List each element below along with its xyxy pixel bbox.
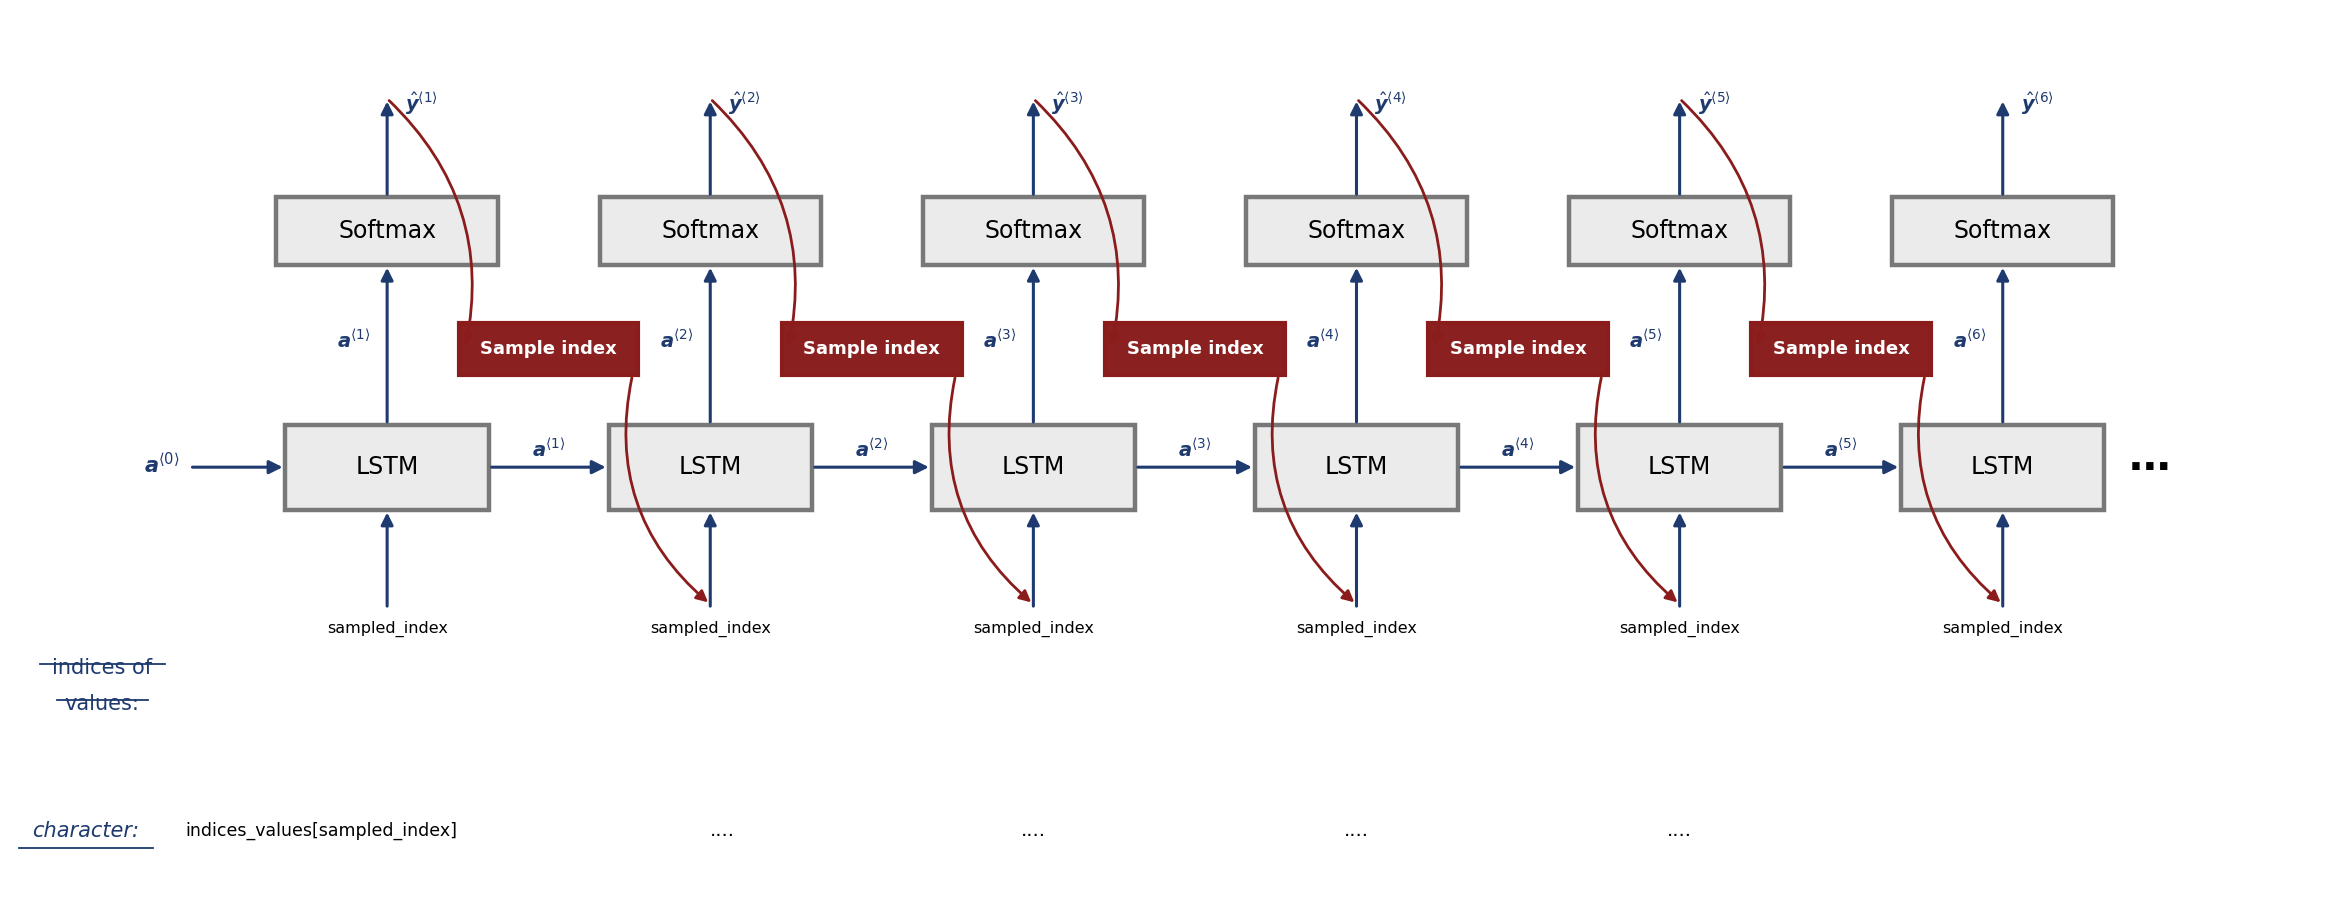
- FancyBboxPatch shape: [286, 425, 489, 510]
- Text: $\boldsymbol{a}^{\langle 2 \rangle}$: $\boldsymbol{a}^{\langle 2 \rangle}$: [855, 438, 888, 460]
- Text: $\boldsymbol{a}^{\langle 2 \rangle}$: $\boldsymbol{a}^{\langle 2 \rangle}$: [660, 329, 693, 352]
- Text: Softmax: Softmax: [1630, 219, 1728, 243]
- FancyBboxPatch shape: [782, 323, 963, 375]
- FancyBboxPatch shape: [1569, 197, 1789, 265]
- FancyBboxPatch shape: [1255, 425, 1459, 510]
- FancyBboxPatch shape: [276, 197, 499, 265]
- Text: $\boldsymbol{a}^{\langle 1 \rangle}$: $\boldsymbol{a}^{\langle 1 \rangle}$: [337, 329, 370, 352]
- Text: $\boldsymbol{a}^{\langle 4 \rangle}$: $\boldsymbol{a}^{\langle 4 \rangle}$: [1307, 329, 1340, 352]
- Text: character:: character:: [33, 821, 138, 841]
- Text: LSTM: LSTM: [1972, 455, 2035, 479]
- Text: ....: ....: [1668, 822, 1693, 841]
- Text: values:: values:: [66, 694, 141, 714]
- Text: Softmax: Softmax: [1953, 219, 2052, 243]
- Text: sampled_index: sampled_index: [326, 622, 447, 638]
- Text: sampled_index: sampled_index: [1295, 622, 1417, 638]
- FancyBboxPatch shape: [1246, 197, 1466, 265]
- Text: $\hat{\boldsymbol{y}}^{\langle 3 \rangle}$: $\hat{\boldsymbol{y}}^{\langle 3 \rangle…: [1052, 91, 1084, 117]
- Text: sampled_index: sampled_index: [1618, 622, 1740, 638]
- FancyBboxPatch shape: [1752, 323, 1930, 375]
- FancyBboxPatch shape: [932, 425, 1136, 510]
- Text: sampled_index: sampled_index: [1942, 622, 2063, 638]
- FancyBboxPatch shape: [609, 425, 813, 510]
- Text: $\boldsymbol{a}^{\langle 3 \rangle}$: $\boldsymbol{a}^{\langle 3 \rangle}$: [1178, 438, 1211, 460]
- Text: $\hat{\boldsymbol{y}}^{\langle 5 \rangle}$: $\hat{\boldsymbol{y}}^{\langle 5 \rangle…: [1698, 91, 1731, 117]
- Text: $\boldsymbol{a}^{\langle 0 \rangle}$: $\boldsymbol{a}^{\langle 0 \rangle}$: [145, 452, 180, 477]
- Text: Sample index: Sample index: [803, 340, 939, 358]
- Text: LSTM: LSTM: [1326, 455, 1389, 479]
- Text: ....: ....: [710, 822, 735, 841]
- Text: LSTM: LSTM: [1649, 455, 1712, 479]
- FancyBboxPatch shape: [459, 323, 639, 375]
- FancyBboxPatch shape: [923, 197, 1145, 265]
- Text: $\boldsymbol{a}^{\langle 4 \rangle}$: $\boldsymbol{a}^{\langle 4 \rangle}$: [1501, 438, 1534, 460]
- Text: $\boldsymbol{a}^{\langle 3 \rangle}$: $\boldsymbol{a}^{\langle 3 \rangle}$: [984, 329, 1016, 352]
- Text: Softmax: Softmax: [984, 219, 1082, 243]
- Text: $\hat{\boldsymbol{y}}^{\langle 2 \rangle}$: $\hat{\boldsymbol{y}}^{\langle 2 \rangle…: [728, 91, 761, 117]
- Text: LSTM: LSTM: [356, 455, 419, 479]
- Text: Softmax: Softmax: [1307, 219, 1405, 243]
- Text: Sample index: Sample index: [1450, 340, 1586, 358]
- FancyBboxPatch shape: [1579, 425, 1782, 510]
- Text: Sample index: Sample index: [480, 340, 616, 358]
- Text: indices of: indices of: [52, 658, 152, 678]
- Text: ....: ....: [1344, 822, 1370, 841]
- FancyBboxPatch shape: [600, 197, 822, 265]
- Text: ....: ....: [1021, 822, 1047, 841]
- Text: $\boldsymbol{a}^{\langle 6 \rangle}$: $\boldsymbol{a}^{\langle 6 \rangle}$: [1953, 329, 1986, 352]
- Text: indices_values[sampled_index]: indices_values[sampled_index]: [185, 822, 457, 840]
- Text: $\mathbf{\cdots}$: $\mathbf{\cdots}$: [2129, 446, 2169, 488]
- FancyBboxPatch shape: [1892, 197, 2112, 265]
- Text: $\boldsymbol{a}^{\langle 1 \rangle}$: $\boldsymbol{a}^{\langle 1 \rangle}$: [532, 438, 564, 460]
- Text: $\hat{\boldsymbol{y}}^{\langle 1 \rangle}$: $\hat{\boldsymbol{y}}^{\langle 1 \rangle…: [405, 91, 438, 117]
- Text: LSTM: LSTM: [1002, 455, 1066, 479]
- FancyBboxPatch shape: [1902, 425, 2105, 510]
- FancyBboxPatch shape: [1429, 323, 1609, 375]
- Text: Softmax: Softmax: [660, 219, 759, 243]
- Text: sampled_index: sampled_index: [972, 622, 1094, 638]
- Text: Sample index: Sample index: [1773, 340, 1909, 358]
- Text: Sample index: Sample index: [1127, 340, 1262, 358]
- Text: $\boldsymbol{a}^{\langle 5 \rangle}$: $\boldsymbol{a}^{\langle 5 \rangle}$: [1630, 329, 1663, 352]
- Text: Softmax: Softmax: [337, 219, 436, 243]
- Text: sampled_index: sampled_index: [649, 622, 771, 638]
- Text: $\hat{\boldsymbol{y}}^{\langle 6 \rangle}$: $\hat{\boldsymbol{y}}^{\langle 6 \rangle…: [2021, 91, 2054, 117]
- Text: $\hat{\boldsymbol{y}}^{\langle 4 \rangle}$: $\hat{\boldsymbol{y}}^{\langle 4 \rangle…: [1375, 91, 1408, 117]
- Text: LSTM: LSTM: [679, 455, 742, 479]
- Text: $\boldsymbol{a}^{\langle 5 \rangle}$: $\boldsymbol{a}^{\langle 5 \rangle}$: [1824, 438, 1857, 460]
- FancyBboxPatch shape: [1105, 323, 1286, 375]
